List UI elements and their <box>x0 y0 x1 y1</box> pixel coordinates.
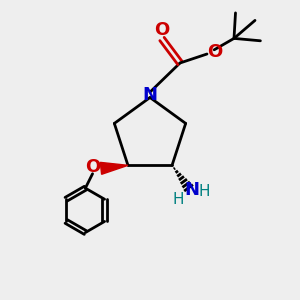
Text: H: H <box>198 184 210 199</box>
Polygon shape <box>100 162 128 174</box>
Text: O: O <box>154 21 169 39</box>
Text: O: O <box>85 158 100 176</box>
Text: H: H <box>172 192 184 207</box>
Text: O: O <box>207 43 222 61</box>
Text: N: N <box>184 181 199 199</box>
Text: N: N <box>142 86 158 104</box>
